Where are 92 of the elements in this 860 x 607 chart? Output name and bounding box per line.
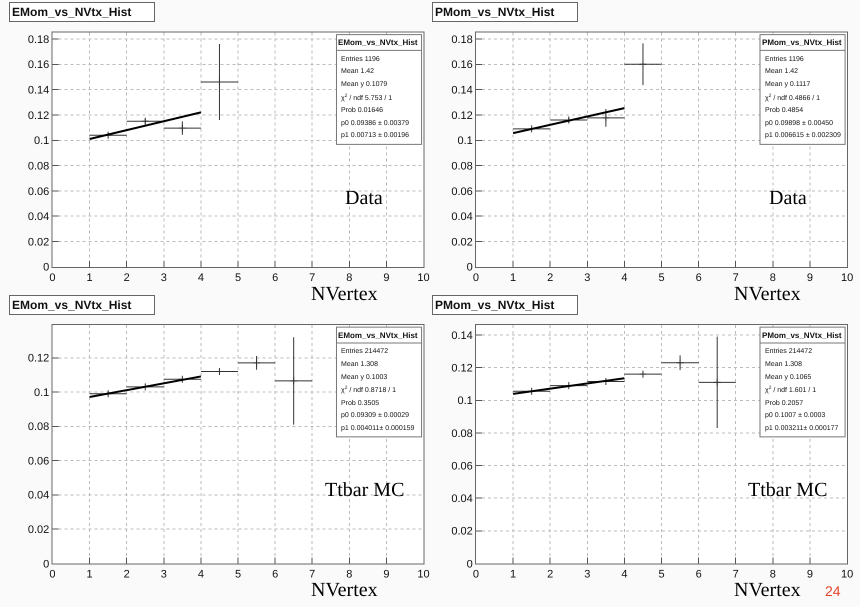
x-tick-label: 8 [346,568,352,581]
y-tick-label: 0 [43,262,50,274]
y-tick-label: 0 [43,558,50,570]
x-tick-label: 2 [124,568,130,581]
y-tick-label: 0.06 [28,455,50,468]
x-tick-label: 3 [584,272,590,284]
y-tick-label: 0.12 [28,352,50,365]
y-tick-label: 0.04 [28,211,50,224]
x-tick-label: 9 [383,568,390,581]
y-tick-label: 0 [466,262,473,274]
x-tick-label: 6 [272,272,278,284]
x-axis-title: NVertex [311,283,378,305]
annotation: EMom_vs_NVtx_Hist [338,331,418,340]
y-tick-label: 0.02 [451,236,473,248]
x-tick-label: 2 [547,272,554,284]
x-tick-label: 4 [198,568,204,581]
y-tick-label: 0.08 [451,428,473,440]
y-tick-label: 0.04 [28,490,50,502]
y-tick-label: 0.06 [451,186,473,198]
chart-title: EMom_vs_NVtx_Hist [12,298,132,312]
y-tick-label: 0.14 [451,330,473,342]
text: 24 [825,583,841,599]
x-tick-label: 8 [346,272,352,284]
x-axis-title: NVertex [311,579,378,601]
y-tick-label: 0.04 [451,211,473,224]
x-tick-label: 2 [124,272,130,284]
x-tick-label: 8 [770,272,776,284]
x-axis-title: NVertex [734,283,801,305]
y-tick-label: 0.1 [458,135,473,148]
x-tick-label: 9 [806,272,814,284]
x-tick-label: 3 [160,568,167,581]
y-tick-label: 0.16 [28,59,50,72]
y-tick-label: 0.12 [451,110,473,122]
y-tick-label: 0.06 [451,460,473,472]
x-tick-label: 9 [383,272,390,284]
x-tick-label: 1 [510,272,516,284]
y-tick-label: 0.18 [28,34,50,46]
x-tick-label: 10 [417,568,430,581]
annotation: EMom_vs_NVtx_Hist [338,38,418,47]
x-tick-label: 7 [732,272,739,284]
y-tick-label: 0.14 [451,84,473,96]
x-tick-label: 1 [510,568,516,581]
x-tick-label: 6 [696,568,702,581]
y-tick-label: 0.08 [451,160,473,172]
y-tick-label: 0.1 [458,395,473,408]
x-tick-label: 4 [621,272,628,284]
y-tick-label: 0.16 [451,59,473,72]
x-tick-label: 7 [309,568,316,581]
x-tick-label: 5 [234,568,242,581]
chart-title: EMom_vs_NVtx_Hist [12,5,132,19]
x-tick-label: 2 [547,568,554,581]
x-tick-label: 10 [840,568,854,581]
chart-title: PMom_vs_NVtx_Hist [435,298,554,312]
x-tick-label: 1 [86,568,93,581]
x-tick-label: 4 [621,568,628,581]
x-tick-label: 6 [272,568,278,581]
annotation: Ttbar MC [748,479,828,501]
x-tick-label: 4 [198,272,204,284]
x-tick-label: 7 [309,272,316,284]
y-tick-label: 0.12 [451,362,473,374]
x-tick-label: 8 [770,568,776,581]
x-tick-label: 5 [234,272,242,284]
x-tick-label: 5 [658,568,665,581]
y-tick-label: 0.04 [451,493,473,506]
x-axis-title: NVertex [734,579,801,601]
x-tick-label: 7 [732,568,739,581]
annotation: PMom_vs_NVtx_Hist [762,38,842,47]
y-tick-label: 0.08 [28,160,50,172]
x-tick-label: 5 [658,272,665,284]
y-tick-label: 0.1 [34,135,50,148]
y-tick-label: 0.06 [28,186,50,198]
annotation: Data [769,187,807,209]
y-tick-label: 0.02 [451,526,473,538]
annotation: Data [345,187,383,209]
x-tick-label: 3 [160,272,167,284]
x-tick-label: 6 [696,272,702,284]
x-tick-label: 9 [806,568,814,581]
y-tick-label: 0.18 [451,34,473,46]
x-tick-label: 10 [417,272,430,284]
x-tick-label: 10 [840,272,854,284]
chart-title: PMom_vs_NVtx_Hist [435,5,554,19]
y-tick-label: 0.02 [28,524,50,536]
annotation: PMom_vs_NVtx_Hist [762,331,842,340]
y-tick-label: 0.08 [28,421,50,434]
annotation: Ttbar MC [325,479,404,501]
y-tick-label: 0.12 [28,110,50,122]
y-tick-label: 0.14 [28,84,50,96]
y-tick-label: 0.1 [34,386,50,399]
y-tick-label: 0 [466,558,473,570]
x-tick-label: 3 [584,568,590,581]
y-tick-label: 0.02 [28,236,50,248]
x-tick-label: 1 [86,272,93,284]
